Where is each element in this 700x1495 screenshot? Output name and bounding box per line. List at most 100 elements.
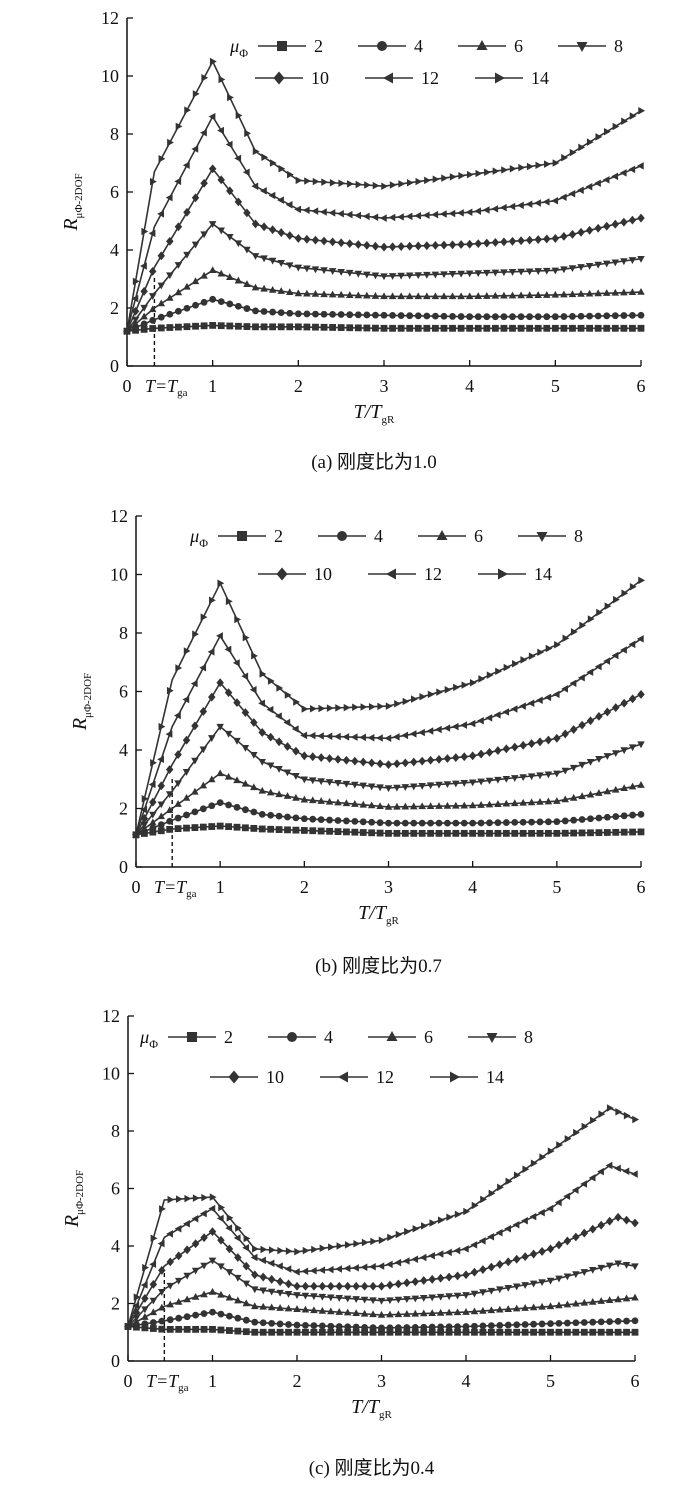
data-point	[580, 1298, 589, 1306]
data-point	[286, 309, 294, 317]
data-point	[491, 291, 500, 299]
x-tick-label: 6	[631, 1371, 640, 1391]
data-point	[343, 1281, 352, 1291]
data-point	[318, 1322, 326, 1330]
data-point	[133, 831, 141, 839]
data-point	[380, 311, 388, 319]
data-point	[445, 1308, 453, 1316]
data-point	[401, 819, 409, 827]
data-point	[483, 313, 491, 321]
data-point	[200, 298, 208, 306]
data-point	[502, 744, 511, 754]
data-point	[385, 819, 392, 827]
data-point	[560, 266, 568, 274]
x-axis-label: T/TgR	[358, 902, 399, 927]
data-point	[182, 735, 191, 745]
data-point	[251, 1270, 259, 1280]
data-point	[405, 292, 414, 300]
data-point	[534, 291, 542, 298]
data-point	[468, 801, 477, 809]
data-point	[317, 797, 325, 804]
data-point	[517, 313, 525, 321]
data-point	[312, 177, 320, 186]
data-point	[157, 801, 165, 809]
data-point	[252, 323, 259, 331]
data-point	[234, 154, 242, 163]
data-point	[443, 754, 452, 763]
data-point	[443, 724, 451, 732]
data-point	[261, 153, 269, 161]
data-point	[251, 1328, 259, 1336]
data-point	[250, 783, 258, 791]
data-point	[251, 1302, 259, 1310]
data-point	[166, 1325, 174, 1333]
data-point	[488, 1189, 496, 1198]
data-point	[166, 1300, 174, 1308]
data-point	[325, 779, 334, 786]
data-point	[553, 818, 561, 826]
data-point	[484, 168, 491, 177]
data-point	[392, 733, 400, 741]
data-point	[377, 1310, 386, 1318]
data-point	[454, 1210, 462, 1219]
data-point	[397, 213, 404, 221]
data-point	[352, 1281, 360, 1291]
y-axis-label-main: R	[61, 1215, 83, 1228]
data-point	[360, 1281, 369, 1291]
data-point	[259, 1287, 267, 1295]
data-point	[233, 698, 241, 708]
data-point	[423, 324, 431, 332]
data-point	[611, 219, 620, 229]
data-point	[216, 632, 223, 640]
data-point	[351, 781, 359, 789]
data-point	[411, 1323, 419, 1331]
data-point	[611, 324, 619, 332]
data-point	[446, 1213, 454, 1221]
data-point	[580, 1319, 588, 1326]
data-point	[536, 772, 544, 780]
x-tick-label: 2	[293, 1371, 302, 1391]
data-point	[502, 819, 510, 826]
data-point	[192, 1194, 200, 1202]
data-point	[320, 290, 328, 298]
data-point	[157, 210, 164, 218]
data-point	[371, 272, 380, 280]
data-point	[483, 292, 491, 299]
data-point	[225, 801, 232, 809]
data-point	[487, 1322, 495, 1330]
data-point	[302, 1246, 310, 1255]
data-point	[448, 209, 456, 218]
data-point	[224, 645, 232, 654]
data-point	[276, 1304, 284, 1311]
data-point	[234, 240, 243, 248]
data-point	[620, 646, 627, 654]
data-point	[534, 313, 542, 321]
data-point	[597, 1167, 604, 1176]
data-point	[251, 1318, 259, 1326]
data-point	[487, 1262, 496, 1272]
legend: μΦ 2 4 6 8 10 12 14	[189, 526, 583, 584]
x-axis-label-main: T/T	[354, 401, 384, 423]
data-point	[310, 705, 317, 713]
data-point	[477, 829, 485, 837]
data-point	[158, 1265, 166, 1275]
data-point	[209, 322, 217, 329]
data-point	[529, 1303, 538, 1311]
data-point	[419, 1253, 427, 1262]
data-point	[487, 1287, 496, 1295]
data-point	[585, 289, 594, 297]
data-point	[485, 800, 494, 808]
data-point	[577, 324, 585, 332]
data-point	[217, 579, 225, 588]
data-point	[277, 228, 285, 238]
legend-entry-10: 10	[255, 68, 329, 88]
data-point	[267, 811, 275, 819]
data-point	[497, 1183, 504, 1192]
data-point	[452, 801, 460, 809]
data-point	[225, 823, 232, 831]
data-point	[503, 663, 511, 672]
data-point	[594, 662, 602, 671]
data-point	[631, 1218, 639, 1228]
y-tick-label: 6	[110, 182, 119, 202]
data-point	[512, 1220, 520, 1229]
